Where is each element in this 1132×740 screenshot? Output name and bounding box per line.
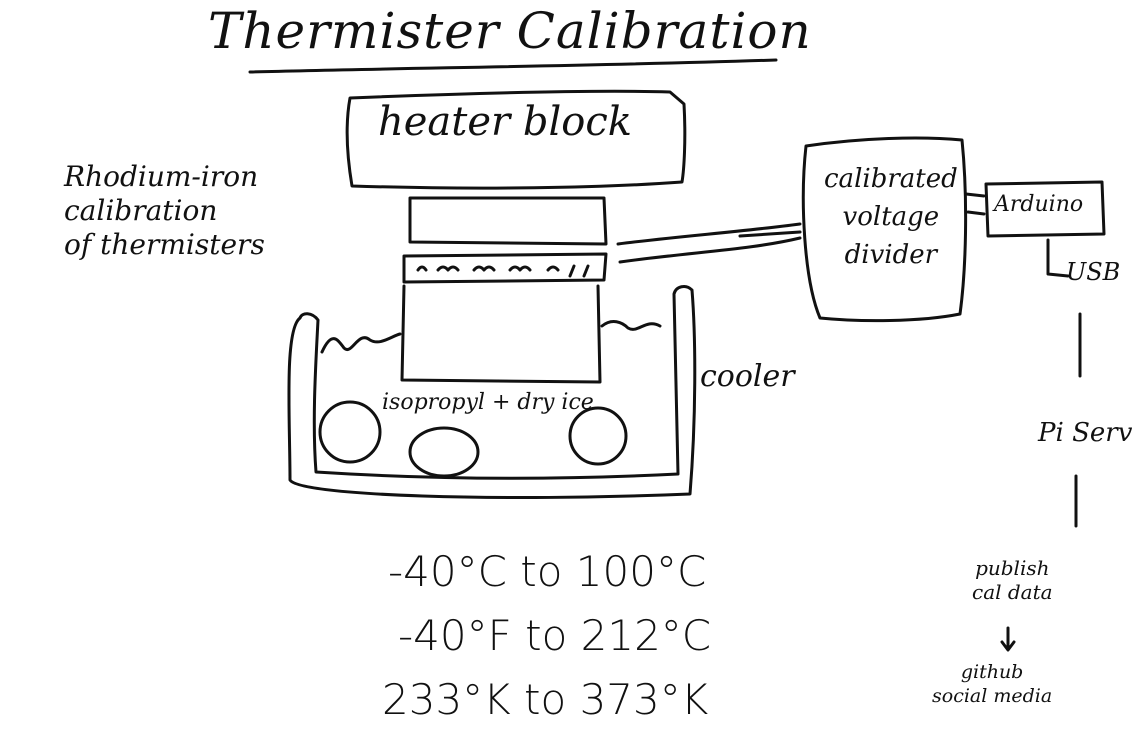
wire-top: [616, 222, 802, 246]
cold-block: [400, 284, 602, 384]
usb-line: [1046, 238, 1070, 278]
wire-mid: [738, 230, 802, 238]
range-celsius: -40°C to 100°C: [388, 547, 707, 596]
thermistor-strip: [402, 252, 608, 284]
cooler-label: cooler: [700, 359, 795, 394]
bath-label: isopropyl + dry ice: [382, 390, 594, 415]
liquid-wave-right: [600, 320, 662, 331]
voltage-divider-line-3: divider: [844, 240, 938, 270]
voltage-divider-line-1: calibrated: [824, 164, 958, 194]
temperature-ranges: -40°C to 100°C -40°F to 212°C 233°K to 3…: [382, 540, 712, 732]
calibration-note-line-3: of thermisters: [64, 228, 265, 261]
dry-ice-chunk-3: [568, 406, 628, 466]
calibration-note-line-1: Rhodium-iron: [64, 160, 259, 193]
calibration-note-line-2: calibration: [64, 194, 218, 227]
range-kelvin: 233°K to 373°K: [382, 675, 709, 724]
voltage-divider-line-2: voltage: [842, 202, 940, 232]
thermistor-marks: [416, 264, 590, 278]
github-line-2: social media: [932, 685, 1053, 707]
publish-label: publish cal data: [972, 556, 1053, 604]
wire-bottom: [618, 236, 802, 264]
github-label: github social media: [932, 660, 1052, 708]
liquid-wave-left: [320, 332, 402, 354]
heater-block-box: [345, 89, 687, 190]
arduino-box: [984, 180, 1106, 238]
range-fahrenheit: -40°F to 212°C: [398, 611, 712, 660]
spacer-block: [408, 196, 608, 246]
dry-ice-chunk-1: [318, 400, 382, 464]
voltage-divider-label: calibrated voltage divider: [824, 160, 958, 274]
pi-server-label: Pi Server: [1038, 418, 1132, 448]
publish-arrow: [1000, 626, 1016, 652]
arduino-connector: [964, 192, 986, 216]
calibration-note: Rhodium-iron calibration of thermisters: [64, 160, 265, 262]
publish-line-1: publish: [975, 556, 1050, 580]
title-underline: [248, 58, 778, 74]
github-line-1: github: [960, 661, 1024, 683]
arduino-label: Arduino: [994, 192, 1084, 217]
voltage-divider-box: [801, 136, 968, 323]
dry-ice-chunk-2: [408, 426, 480, 478]
cooler-outer: [287, 285, 697, 500]
publish-line-2: cal data: [972, 580, 1053, 604]
usb-label: USB: [1066, 258, 1121, 286]
diagram-title: Thermister Calibration: [208, 2, 812, 60]
heater-block-label: heater block: [378, 99, 632, 145]
